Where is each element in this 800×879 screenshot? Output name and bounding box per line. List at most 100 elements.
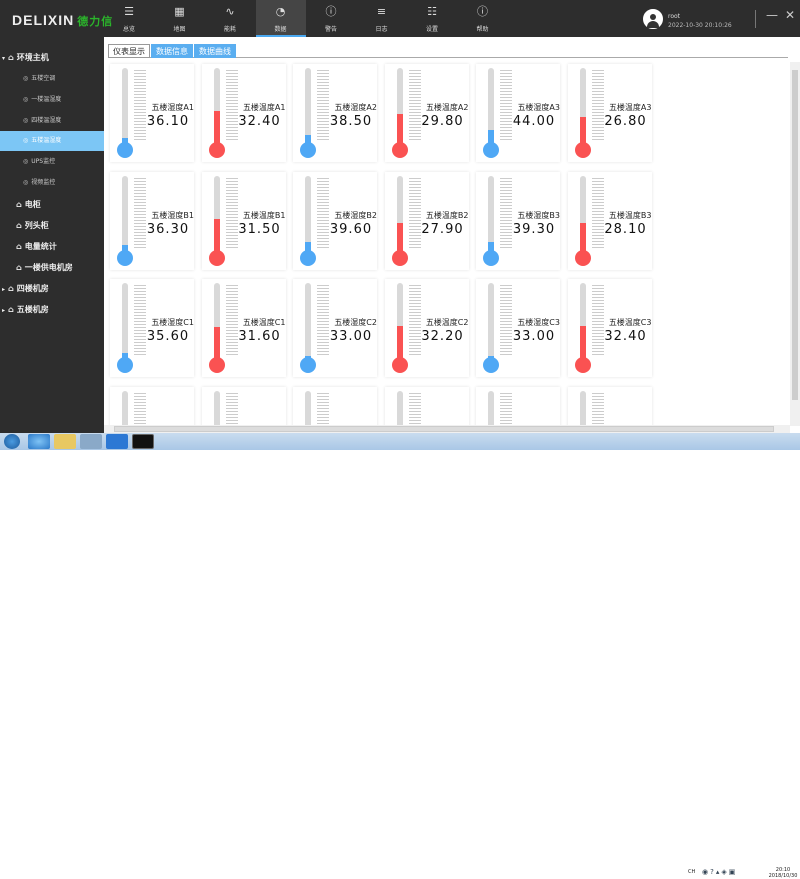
scroll-thumb[interactable] [792, 70, 798, 400]
nav-alert[interactable]: ⓘ 警告 [306, 0, 356, 37]
cmd-icon[interactable] [132, 434, 154, 449]
sidebar-item[interactable]: ⌂ 电柜 [0, 195, 104, 215]
nav-label: 警告 [324, 26, 337, 33]
nav-gauge[interactable]: ◔ 数据 [255, 0, 306, 37]
nav-label: 数据 [274, 26, 287, 33]
datetime: 2022-10-30 20:10:26 [668, 22, 732, 29]
thermometer-tube [213, 175, 220, 254]
minimize-button[interactable]: — [766, 8, 778, 22]
sidebar-item[interactable]: ▾ ⌂ 环境主机 [0, 48, 104, 68]
gauge-value: 31.50 [238, 221, 281, 237]
tray-icons[interactable]: ◉?▴◈▣ [702, 868, 738, 876]
sidebar-item[interactable]: ▸ ⌂ 五楼机房 [0, 300, 104, 320]
sidebar-item-label: 电量统计 [24, 242, 57, 251]
nav-info[interactable]: ⓘ 帮助 [458, 0, 508, 37]
scale-ticks [317, 70, 329, 140]
gauge-value: 39.60 [329, 221, 373, 237]
sidebar-item-label: 五楼温湿度 [31, 137, 62, 144]
gauge-value: 35.60 [146, 329, 190, 344]
thermometer-bulb [391, 249, 408, 266]
sidebar-item[interactable]: ◎ UPS监控 [0, 152, 104, 172]
gauge-value: 36.10 [146, 114, 190, 129]
app-icon[interactable] [80, 434, 102, 449]
scale-ticks [591, 177, 604, 248]
nav-log[interactable]: ≡ 日志 [357, 0, 407, 37]
nav-pulse[interactable]: ∿ 能耗 [205, 0, 255, 37]
tab[interactable]: 数据信息 [151, 44, 193, 58]
nav-settings[interactable]: ☷ 设置 [407, 0, 457, 37]
scale-ticks [317, 177, 329, 248]
home-icon: ⌂ [16, 200, 22, 209]
clock[interactable]: 20:10 2018/10/30 [768, 867, 798, 879]
thermometer-bulb [300, 142, 316, 158]
scale-ticks [408, 285, 421, 355]
level-fill [488, 242, 494, 254]
sidebar-item-label: 五楼空调 [31, 75, 56, 82]
nav-label: 地图 [173, 26, 186, 33]
folder-icon[interactable] [54, 434, 76, 449]
tab[interactable]: 仪表显示 [108, 44, 150, 58]
sidebar-item[interactable]: ⌂ 一楼供电机房 [0, 258, 104, 278]
scroll-thumb[interactable] [114, 426, 774, 432]
gauge-value: 26.80 [604, 114, 647, 129]
sidebar-item[interactable]: ⌂ 电量统计 [0, 237, 104, 257]
sidebar-item[interactable]: ◎ 四楼温湿度 [0, 111, 104, 131]
settings-icon: ☷ [427, 5, 437, 18]
thermometer-tube [579, 175, 586, 254]
thermometer-tube [579, 68, 586, 146]
thermometer-bulb [391, 357, 408, 373]
vertical-scrollbar[interactable] [790, 62, 800, 426]
language-indicator[interactable]: CH [688, 869, 696, 875]
gauge-card: 五楼湿度D1 [110, 386, 194, 425]
start-button[interactable] [4, 434, 20, 449]
gauge-label: 五楼湿度B3 [517, 210, 560, 220]
nav-list[interactable]: ☰ 总览 [104, 0, 154, 37]
thermometer-tube [396, 390, 403, 425]
shield-app-icon[interactable] [106, 434, 128, 449]
level-fill [213, 326, 220, 361]
thermometer-bulb [483, 142, 499, 158]
sidebar-item[interactable]: ◎ 五楼温湿度 [0, 131, 104, 151]
gauge-card: 五楼温度D2 [384, 386, 469, 425]
gauge-label: 五楼湿度C2 [334, 318, 377, 327]
sidebar-item[interactable]: ◎ 视频监控 [0, 173, 104, 193]
gauge-card: 五楼湿度A1 36.10 [110, 64, 194, 162]
sidebar-item-label: 环境主机 [16, 53, 49, 62]
sidebar-item[interactable]: ⌂ 列头柜 [0, 216, 104, 236]
expand-arrow-icon: ▾ [1, 55, 5, 62]
gauge-icon: ◎ [23, 179, 29, 186]
info-icon: ⓘ [477, 5, 488, 18]
sidebar-item[interactable]: ◎ 一楼温湿度 [0, 90, 104, 110]
sidebar-item[interactable]: ◎ 五楼空调 [0, 69, 104, 89]
scale-ticks [134, 285, 146, 355]
level-fill [579, 223, 586, 254]
gauge-card: 五楼湿度B2 39.60 [293, 171, 377, 270]
nav-label: 设置 [425, 26, 438, 33]
tab[interactable]: 数据曲线 [194, 44, 236, 58]
ie-icon[interactable] [28, 434, 50, 449]
thermometer-tube [213, 68, 220, 146]
level-fill [305, 241, 311, 254]
scale-ticks [134, 70, 146, 140]
gauge-label: 五楼温度C2 [425, 318, 469, 327]
avatar[interactable] [643, 9, 663, 29]
horizontal-scrollbar[interactable] [104, 425, 790, 433]
level-fill [122, 245, 128, 254]
clock-date: 2018/10/30 [768, 873, 798, 879]
gauge-card: 五楼温度C1 31.60 [201, 279, 286, 377]
home-icon: ⌂ [16, 242, 22, 251]
thermometer-tube [396, 68, 403, 146]
gauge-label: 五楼温度A3 [608, 103, 652, 112]
gauge-card: 五楼温度D1 [201, 386, 286, 425]
nav-label: 总览 [122, 26, 135, 33]
nav-map[interactable]: ▦ 地图 [155, 0, 205, 37]
sidebar-item-label: UPS监控 [31, 158, 56, 165]
gauge-value: 28.10 [604, 221, 647, 237]
sidebar: ▾ ⌂ 环境主机 ◎ 五楼空调 ◎ 一楼温湿度 ◎ 四楼温湿度 ◎ 五楼温湿度 ◎ UPS监控 ◎ 视频监控… [0, 37, 104, 433]
scale-ticks [134, 392, 146, 425]
nav-label: 能耗 [223, 26, 236, 33]
close-button[interactable]: ✕ [785, 8, 796, 22]
sidebar-item[interactable]: ▸ ⌂ 四楼机房 [0, 279, 104, 299]
alert-icon: ⓘ [325, 5, 337, 18]
level-fill [122, 137, 128, 146]
